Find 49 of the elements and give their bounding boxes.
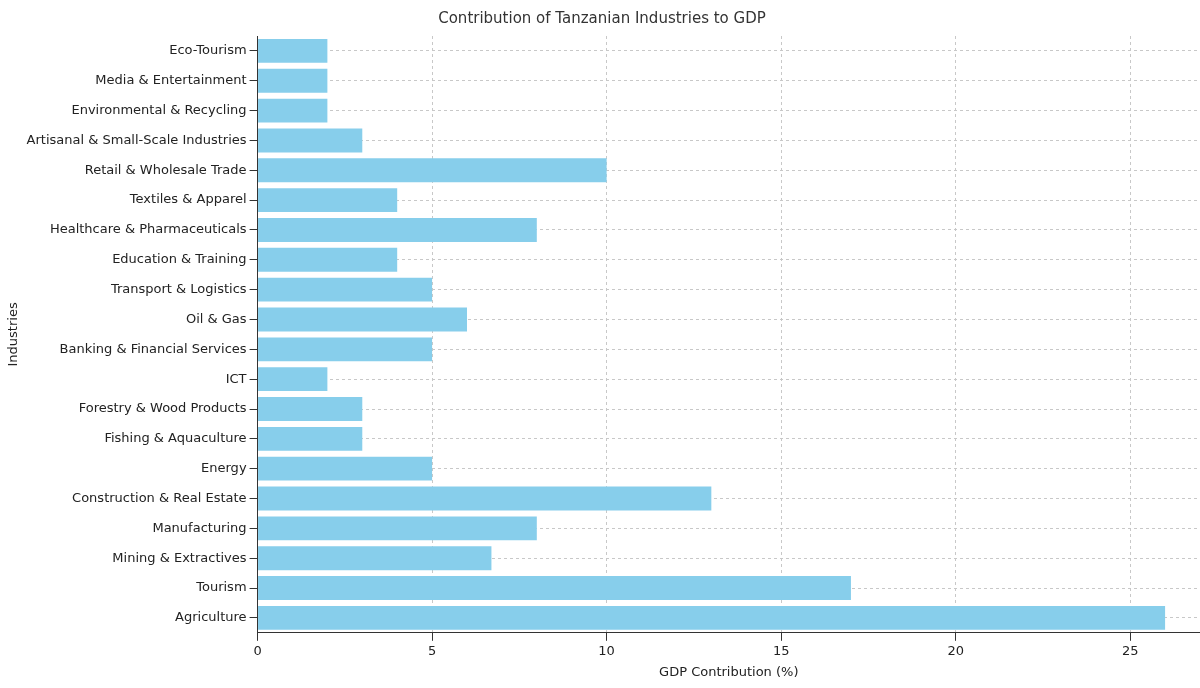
y-tick-label: Oil & Gas (185, 310, 247, 326)
y-tick-label: Transport & Logistics (109, 281, 247, 297)
x-tick-label: 5 (427, 642, 437, 658)
bar (258, 576, 851, 600)
bar (258, 516, 537, 541)
y-tick-label: Mining & Extractives (112, 549, 247, 565)
y-tick-label: Retail & Wholesale Trade (84, 161, 247, 177)
chart-title: Contribution of Tanzanian Industries to GDP (438, 8, 766, 27)
y-tick-label: Healthcare & Pharmaceuticals (49, 221, 247, 237)
y-tick-label: Media & Entertainment (95, 72, 247, 88)
bar (258, 456, 433, 481)
y-tick-label: ICT (225, 370, 247, 386)
bar (258, 546, 492, 571)
y-tick-label: Tourism (195, 579, 247, 595)
y-tick-label: Manufacturing (152, 519, 247, 535)
y-tick-label: Textiles & Apparel (128, 191, 247, 207)
x-tick-label: 20 (947, 642, 964, 658)
bar (258, 397, 363, 421)
bar (258, 128, 363, 153)
y-tick-label: Agriculture (175, 609, 247, 625)
bar (258, 98, 328, 123)
y-tick-label: Construction & Real Estate (72, 489, 247, 505)
x-tick-label: 10 (598, 642, 615, 658)
y-tick-label: Artisanal & Small-Scale Industries (26, 131, 247, 147)
bar (258, 486, 712, 511)
bar (258, 38, 328, 63)
bar (258, 68, 328, 93)
x-axis-title: GDP Contribution (%) (659, 663, 799, 679)
y-tick-label: Forestry & Wood Products (78, 400, 247, 416)
bar (258, 247, 398, 272)
bar (258, 337, 433, 362)
x-tick-label: 15 (772, 642, 790, 658)
y-tick-label: Energy (201, 460, 247, 476)
y-tick-label: Fishing & Aquaculture (104, 430, 247, 446)
y-axis-title: Industries (5, 302, 21, 367)
x-tick-label: 0 (253, 642, 262, 658)
bar (258, 158, 607, 183)
bar (258, 218, 537, 242)
y-tick-label: Banking & Financial Services (59, 340, 247, 356)
bar (258, 367, 328, 392)
y-tick-label: Environmental & Recycling (71, 101, 247, 117)
y-tick-label: Eco-Tourism (169, 42, 247, 58)
x-tick-label: 25 (1121, 642, 1139, 658)
bar (258, 188, 398, 213)
bar (258, 307, 467, 332)
bar (258, 605, 1166, 630)
y-tick-label: Education & Training (112, 251, 247, 267)
bar (258, 277, 433, 302)
bar (258, 426, 363, 451)
